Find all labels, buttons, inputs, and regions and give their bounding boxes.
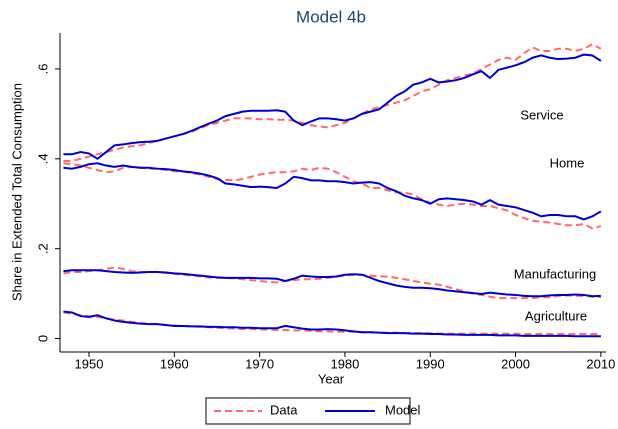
legend-label: Model <box>385 402 421 417</box>
series-line <box>63 53 602 161</box>
chart-title: Model 4b <box>296 7 366 26</box>
y-tick-label: .2 <box>35 243 50 254</box>
y-tick-label: .6 <box>35 64 50 75</box>
sector-label: Service <box>520 107 563 122</box>
series-line <box>63 269 601 298</box>
y-tick-label: .4 <box>35 153 50 164</box>
sector-label: Manufacturing <box>514 266 596 281</box>
series-line <box>63 162 602 221</box>
series-line <box>63 310 601 338</box>
x-tick-label: 1950 <box>75 356 104 371</box>
sector-label: Home <box>550 155 585 170</box>
x-tick-label: 2010 <box>586 356 615 371</box>
x-tick-label: 1970 <box>245 356 274 371</box>
legend-box <box>205 397 411 425</box>
y-axis-label: Share in Extended Total Consumption <box>9 83 24 301</box>
x-tick-label: 2000 <box>501 356 530 371</box>
sector-label: Agriculture <box>525 308 587 323</box>
x-tick-label: 1980 <box>330 356 359 371</box>
x-tick-label: 1960 <box>160 356 189 371</box>
legend-label: Data <box>270 402 298 417</box>
x-axis-label: Year <box>318 371 345 386</box>
x-tick-label: 1990 <box>416 356 445 371</box>
y-tick-label: 0 <box>35 335 50 342</box>
